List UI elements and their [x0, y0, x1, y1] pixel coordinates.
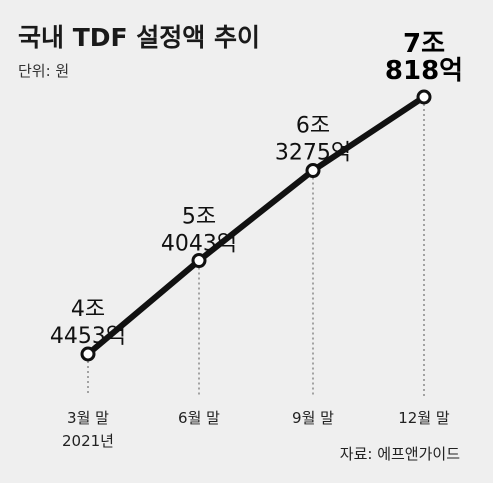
x-tick-label-3: 9월 말: [292, 409, 334, 427]
x-tick-label-4: 12월 말: [398, 409, 450, 427]
data-label-4-line-2: 818억: [385, 56, 463, 86]
data-label-3-line-2: 3275억: [275, 141, 351, 166]
unit-label: 단위: 원: [18, 62, 69, 80]
data-label-2-line-2: 4043억: [161, 232, 237, 257]
series-line-group: [85, 94, 427, 357]
data-label-3-line-1: 6조: [296, 114, 330, 139]
data-point-2: [191, 253, 207, 269]
year-label: 2021년: [62, 432, 114, 450]
series-line: [85, 94, 427, 357]
guide-lines: [87, 104, 425, 396]
data-point-markers: [80, 89, 432, 362]
source-label: 자료: 에프앤가이드: [340, 445, 460, 463]
data-label-1-line-2: 4453억: [50, 324, 126, 349]
data-point-3: [305, 163, 321, 179]
x-tick-label-1: 3월 말: [67, 409, 109, 427]
x-tick-labels: 3월 말 6월 말 9월 말 12월 말: [67, 409, 450, 427]
data-label-4-line-1: 7조: [403, 29, 445, 59]
chart-title: 국내 TDF 설정액 추이: [18, 23, 260, 52]
data-point-1: [80, 346, 96, 362]
data-label-2-line-1: 5조: [182, 205, 216, 230]
data-label-1-line-1: 4조: [71, 297, 105, 322]
x-tick-label-2: 6월 말: [178, 409, 220, 427]
data-point-4: [416, 89, 432, 105]
